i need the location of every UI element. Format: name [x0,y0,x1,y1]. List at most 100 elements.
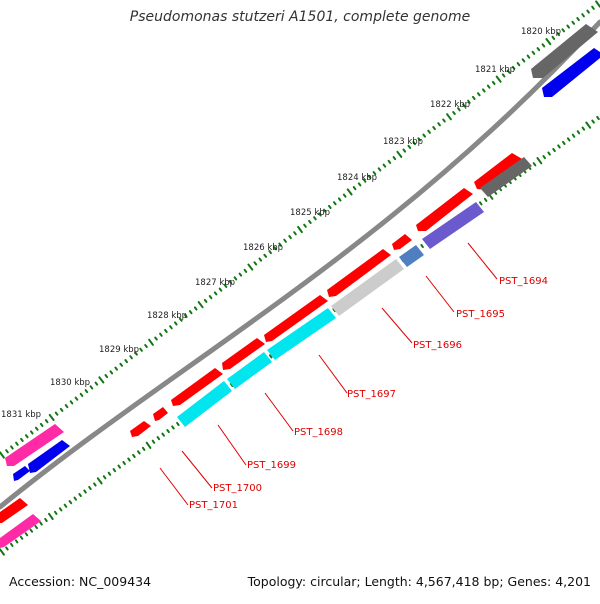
minor-tick [132,453,136,458]
kbp-label: 1821 kbp [475,65,515,75]
minor-tick [171,425,175,430]
major-tick [148,338,154,346]
minor-tick [184,313,188,318]
kbp-label: 1824 kbp [337,173,377,183]
minor-tick [377,167,382,172]
leader-line [264,392,294,432]
minor-tick [581,126,586,131]
minor-tick [591,5,595,10]
kbp-label: 1828 kbp [147,311,187,321]
minor-tick [337,197,342,202]
kbp-label: 1827 kbp [195,278,235,288]
minor-tick [104,374,109,379]
minor-tick [114,366,118,371]
minor-tick [372,171,377,176]
kbp-label: 1823 kbp [383,137,423,147]
minor-tick [362,178,367,183]
major-tick [545,38,552,46]
minor-tick [442,118,446,123]
minor-tick [161,432,165,437]
major-tick [446,113,452,121]
minor-tick [15,441,19,446]
gene-label: PST_1697 [347,389,396,400]
major-tick [495,75,502,83]
minor-tick [382,163,387,168]
minor-tick [477,92,481,97]
minor-tick [387,159,392,164]
minor-tick [417,137,421,142]
minor-tick [491,80,496,85]
genome-backbone [0,19,600,510]
minor-tick [576,17,580,22]
minor-tick [69,400,74,405]
minor-tick [581,13,585,18]
major-tick [585,121,592,129]
minor-tick [556,32,561,37]
leader-line [181,450,213,489]
minor-tick [208,295,213,300]
gene-bar-light-gray [331,259,404,316]
major-tick [98,376,105,384]
leader-line [467,242,498,280]
cds-arrow [222,338,265,370]
minor-tick [308,219,312,224]
minor-tick [107,471,112,476]
minor-tick [122,461,126,466]
major-tick [247,263,254,271]
cds-arrow [474,153,524,190]
minor-tick [124,359,128,364]
minor-tick [407,144,412,149]
leader-line [381,307,413,344]
minor-tick [402,148,407,153]
gene-label: PST_1698 [294,427,343,438]
minor-tick [223,283,228,288]
cds-arrow [416,188,473,231]
minor-tick [352,186,357,191]
map-title: Pseudomonas stutzeri A1501, complete gen… [129,9,471,25]
minor-tick [119,362,123,367]
minor-tick [5,449,9,454]
minor-tick [78,493,82,498]
minor-tick [179,317,183,322]
minor-tick [218,287,223,292]
cds-arrow [13,466,30,481]
gene-bar-cyan [177,381,232,427]
gene-leader-lines [159,242,498,506]
minor-tick [35,426,39,431]
outer-tick-ring [0,0,600,459]
cds-arrow [0,498,28,523]
minor-tick [134,351,138,356]
minor-tick [268,354,273,359]
cds-arrow [5,424,64,466]
minor-tick [561,28,565,33]
gene-label: PST_1700 [213,483,262,494]
major-tick [396,150,403,158]
minor-tick [243,268,248,273]
kbp-label: 1829 kbp [99,345,139,355]
minor-tick [64,404,69,409]
minor-tick [10,542,14,547]
minor-tick [151,439,156,444]
minor-tick [88,485,92,490]
minor-tick [233,276,238,281]
major-tick [48,512,54,520]
major-tick [197,301,204,309]
gene-bar-gray [480,157,532,197]
minor-tick [44,419,49,424]
inner-strand-features [177,157,532,427]
minor-tick [303,223,307,228]
cds-arrow [171,368,223,406]
gene-label: PST_1701 [189,500,238,511]
major-tick [96,477,103,485]
minor-tick [20,437,24,442]
minor-tick [102,475,107,480]
leader-line [159,467,189,506]
cds-arrow [392,234,412,250]
minor-tick [542,155,546,160]
minor-tick [332,308,336,313]
minor-tick [154,336,158,341]
kbp-label: 1830 kbp [50,378,90,388]
minor-tick [30,430,34,435]
